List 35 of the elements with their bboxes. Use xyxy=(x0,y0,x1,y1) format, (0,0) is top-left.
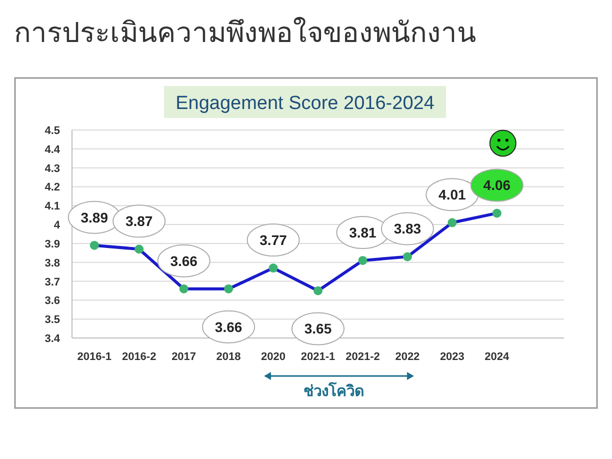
data-label: 4.01 xyxy=(438,186,466,203)
x-tick-label: 2017 xyxy=(172,351,196,363)
y-tick-label: 4 xyxy=(54,220,61,232)
y-tick-label: 3.8 xyxy=(44,257,60,270)
text: ช่วงโควิด xyxy=(304,381,364,400)
title: การประเมินความพึงพอใจของพนักงาน xyxy=(14,17,476,48)
data-label: 3.77 xyxy=(260,232,288,248)
y-tick-label: 3.4 xyxy=(44,333,61,345)
x-tick-label: 2018 xyxy=(216,351,241,363)
data-label: 3.66 xyxy=(214,318,242,335)
y-tick-label: 3.9 xyxy=(44,238,60,250)
chart-subtitle: Engagement Score 2016-2024 xyxy=(176,93,435,114)
y-tick-label: 3.5 xyxy=(44,314,60,326)
y-tick-label: 4.5 xyxy=(44,125,60,137)
y-tick-label: 4.2 xyxy=(44,182,60,194)
data-label: 4.06 xyxy=(483,177,511,194)
data-label: 3.87 xyxy=(125,213,153,230)
x-tick-label: 2016-2 xyxy=(122,351,156,363)
x-tick-label: 2020 xyxy=(261,351,286,363)
y-tick-label: 4.3 xyxy=(44,162,60,175)
data-label: 3.81 xyxy=(349,224,377,240)
x-tick-label: 2016-1 xyxy=(77,351,112,363)
data-label: 3.65 xyxy=(304,320,332,337)
y-tick-label: 3.7 xyxy=(44,276,60,288)
x-tick-label: 2021-1 xyxy=(300,351,336,363)
data-label: 3.66 xyxy=(170,252,198,269)
x-tick-label: 2024 xyxy=(484,351,510,363)
x-tick-label: 2023 xyxy=(440,351,464,363)
data-label: 3.83 xyxy=(394,220,422,237)
y-tick-label: 3.6 xyxy=(44,295,60,308)
y-tick-label: 4.4 xyxy=(44,144,61,156)
y-tick-label: 4.1 xyxy=(44,200,60,213)
data-label: 3.89 xyxy=(80,209,108,226)
x-tick-label: 2021-2 xyxy=(346,351,380,363)
x-tick-label: 2022 xyxy=(395,351,420,363)
